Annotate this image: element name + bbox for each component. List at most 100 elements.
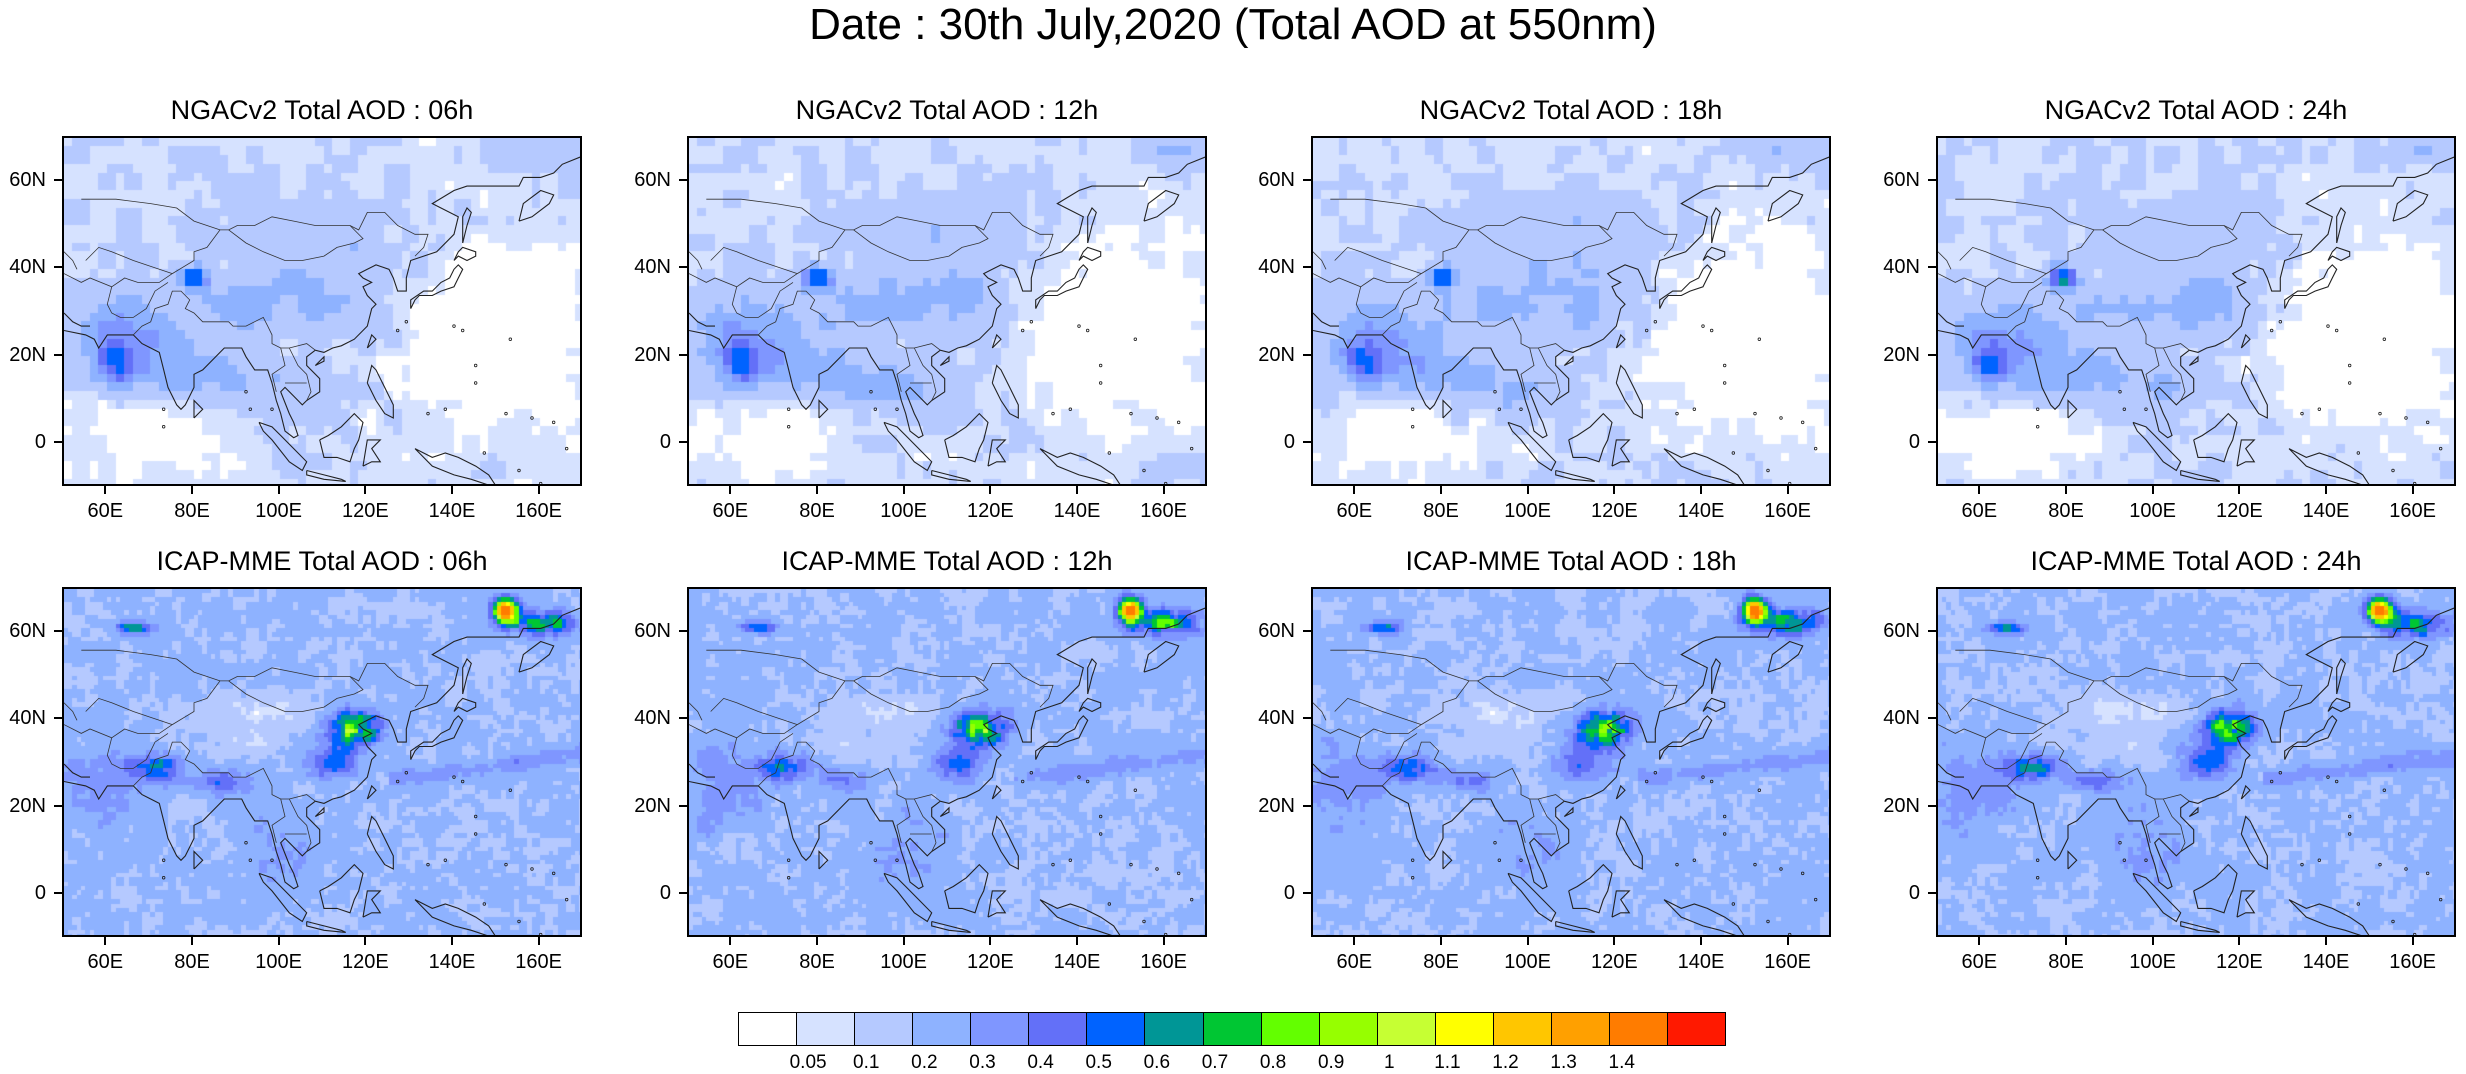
y-tick-label: 40N (1258, 256, 1295, 279)
country-border (1330, 649, 1470, 682)
x-tick-label: 100E (1504, 951, 1552, 973)
island (2347, 814, 2352, 819)
x-tick-label: 160E (2389, 951, 2437, 973)
coastline (1563, 355, 1574, 366)
coastline (2236, 890, 2256, 918)
y-tick-label: 60N (634, 168, 671, 191)
panel-title: NGACv2 Total AOD : 12h (795, 95, 1099, 125)
aod-map-icap-mme-6h (62, 587, 582, 937)
x-tick-mark (191, 937, 193, 945)
coastline (414, 899, 496, 935)
country-border (81, 649, 221, 682)
y-tick-label: 20N (1883, 794, 1920, 817)
island (395, 779, 400, 784)
country-border (896, 798, 911, 843)
x-tick-label: 140E (2302, 500, 2350, 522)
country-border (1938, 251, 1952, 270)
aod-field (64, 589, 580, 935)
coastline (1663, 448, 1745, 484)
coastline (462, 658, 472, 695)
island (1068, 407, 1073, 411)
y-tick-label: 40N (1883, 707, 1920, 730)
island (1731, 902, 1736, 906)
x-tick-label: 100E (1504, 500, 1552, 522)
coastline (2288, 448, 2370, 484)
coastline (366, 364, 394, 419)
island (2378, 411, 2382, 416)
country-border (1334, 246, 1422, 274)
y-tick-label: 40N (9, 707, 46, 730)
coastline (1313, 763, 1339, 778)
y-tick-mark (1928, 717, 1936, 720)
coastline (2193, 412, 2238, 463)
colorbar-box (1087, 1013, 1146, 1045)
island (1163, 481, 1168, 484)
panel-title: ICAP-MME Total AOD : 18h (1405, 546, 1737, 576)
x-tick-mark (1613, 486, 1616, 494)
island (538, 481, 543, 484)
y-tick-mark (679, 892, 687, 895)
country-border (706, 649, 846, 682)
coastline (939, 355, 950, 366)
coastline (939, 806, 950, 817)
island (1675, 862, 1679, 867)
x-tick-mark (1162, 486, 1165, 494)
country-border (271, 347, 286, 392)
x-tick-mark (1440, 486, 1442, 494)
y-tick-label: 20N (634, 343, 671, 366)
y-tick-label: 40N (9, 256, 46, 279)
country-border (1355, 733, 1418, 769)
aod-field (1313, 589, 1829, 935)
island (564, 446, 569, 451)
country-border (1938, 702, 1952, 721)
island (1051, 862, 1055, 867)
country-border (1537, 798, 1561, 852)
x-tick-label: 120E (966, 500, 1014, 522)
island (460, 328, 465, 333)
coastline (2188, 355, 2199, 366)
island (2326, 324, 2330, 328)
coastline (319, 412, 364, 463)
coastline (1611, 439, 1631, 467)
coastline (1035, 264, 1089, 309)
coastlines (1938, 156, 2454, 484)
x-tick-label: 60E (1961, 500, 1998, 522)
coastline (64, 763, 90, 778)
island (2144, 858, 2148, 862)
island (2317, 407, 2322, 411)
country-border (689, 663, 1054, 739)
y-tick-label: 0 (1283, 431, 1295, 454)
island (1410, 858, 1415, 862)
country-border (2145, 347, 2160, 392)
coastline (453, 246, 477, 262)
y-tick-label: 0 (34, 431, 46, 454)
x-tick-label: 140E (1677, 500, 1725, 522)
island (551, 871, 556, 876)
x-tick-label: 140E (1053, 500, 1101, 522)
y-tick-label: 20N (1883, 343, 1920, 366)
coastline (818, 399, 829, 419)
y-tick-mark (54, 353, 62, 356)
island (161, 425, 166, 429)
colorbar-label: 0.7 (1201, 1052, 1229, 1073)
island (1020, 328, 1025, 333)
coastline (883, 421, 933, 472)
country-border (1959, 246, 2047, 274)
x-tick-label: 80E (174, 500, 210, 522)
x-tick-label: 80E (799, 500, 835, 522)
coastline (366, 333, 377, 349)
country-border (2102, 676, 2238, 712)
panel-title: ICAP-MME Total AOD : 12h (781, 546, 1113, 576)
coastline (1767, 189, 1804, 222)
island (2122, 858, 2127, 862)
colorbar-label: 1.1 (1434, 1052, 1461, 1073)
x-tick-mark (989, 937, 992, 945)
x-tick-mark (2151, 937, 2154, 945)
country-border (1313, 251, 1327, 270)
x-tick-label: 80E (2048, 500, 2084, 522)
island (2412, 932, 2417, 935)
island (551, 420, 556, 425)
coastline (518, 189, 555, 222)
country-border (228, 225, 364, 261)
island (1163, 932, 1168, 935)
